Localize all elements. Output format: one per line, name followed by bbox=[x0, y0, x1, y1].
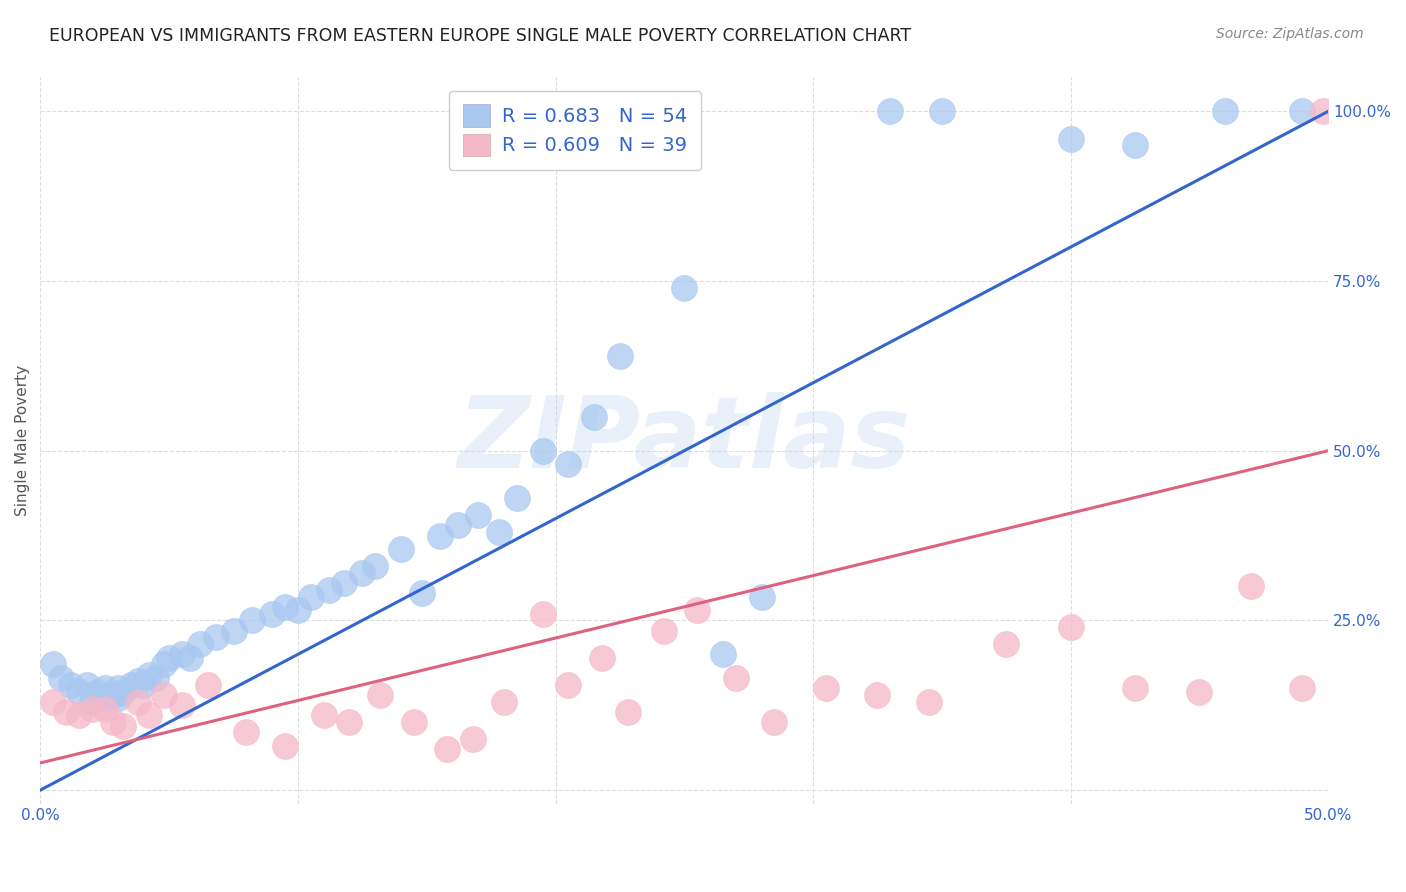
Point bbox=[274, 599, 297, 614]
Point bbox=[866, 688, 889, 702]
Point bbox=[240, 613, 263, 627]
Point bbox=[127, 674, 149, 689]
Point bbox=[931, 104, 953, 119]
Point bbox=[814, 681, 837, 696]
Point bbox=[1059, 620, 1081, 634]
Point bbox=[673, 281, 696, 295]
Point bbox=[157, 650, 180, 665]
Point bbox=[111, 718, 134, 732]
Point bbox=[751, 590, 773, 604]
Point bbox=[446, 518, 468, 533]
Point bbox=[222, 624, 245, 638]
Text: EUROPEAN VS IMMIGRANTS FROM EASTERN EUROPE SINGLE MALE POVERTY CORRELATION CHART: EUROPEAN VS IMMIGRANTS FROM EASTERN EURO… bbox=[49, 27, 911, 45]
Point bbox=[127, 695, 149, 709]
Point bbox=[80, 695, 103, 709]
Point bbox=[120, 678, 142, 692]
Point bbox=[370, 688, 392, 702]
Point bbox=[531, 607, 554, 621]
Point bbox=[318, 582, 340, 597]
Point bbox=[557, 678, 579, 692]
Point bbox=[204, 631, 226, 645]
Point bbox=[1312, 104, 1334, 119]
Point bbox=[101, 688, 124, 702]
Point bbox=[1291, 104, 1313, 119]
Point bbox=[80, 701, 103, 715]
Point bbox=[995, 637, 1018, 651]
Point bbox=[389, 542, 412, 557]
Point bbox=[616, 705, 638, 719]
Point bbox=[429, 528, 451, 542]
Point bbox=[333, 576, 356, 591]
Point bbox=[153, 688, 176, 702]
Point bbox=[1240, 579, 1263, 593]
Point bbox=[111, 684, 134, 698]
Point bbox=[179, 650, 201, 665]
Point bbox=[153, 657, 176, 672]
Point bbox=[312, 708, 335, 723]
Point bbox=[94, 681, 117, 696]
Point bbox=[652, 624, 675, 638]
Point bbox=[1123, 681, 1146, 696]
Point bbox=[188, 637, 211, 651]
Point bbox=[60, 678, 83, 692]
Point bbox=[488, 525, 510, 540]
Point bbox=[402, 715, 425, 730]
Point bbox=[686, 603, 709, 617]
Point bbox=[145, 671, 167, 685]
Point bbox=[461, 732, 484, 747]
Text: Source: ZipAtlas.com: Source: ZipAtlas.com bbox=[1216, 27, 1364, 41]
Point bbox=[531, 443, 554, 458]
Point bbox=[591, 650, 613, 665]
Point bbox=[107, 681, 129, 696]
Point bbox=[42, 657, 65, 672]
Point bbox=[101, 715, 124, 730]
Point bbox=[436, 742, 458, 756]
Point bbox=[364, 559, 387, 574]
Point bbox=[711, 648, 734, 662]
Point bbox=[411, 586, 433, 600]
Point bbox=[86, 684, 108, 698]
Point bbox=[49, 671, 72, 685]
Point bbox=[467, 508, 489, 523]
Point bbox=[1059, 131, 1081, 145]
Point bbox=[609, 349, 631, 363]
Point bbox=[506, 491, 529, 506]
Point bbox=[492, 695, 515, 709]
Point bbox=[1188, 684, 1211, 698]
Point bbox=[107, 691, 129, 706]
Point bbox=[170, 648, 193, 662]
Point bbox=[42, 695, 65, 709]
Point bbox=[352, 566, 374, 580]
Legend: R = 0.683   N = 54, R = 0.609   N = 39: R = 0.683 N = 54, R = 0.609 N = 39 bbox=[450, 91, 700, 169]
Point bbox=[299, 590, 322, 604]
Y-axis label: Single Male Poverty: Single Male Poverty bbox=[15, 365, 30, 516]
Text: ZIPatlas: ZIPatlas bbox=[458, 392, 911, 489]
Point bbox=[67, 684, 90, 698]
Point bbox=[339, 715, 361, 730]
Point bbox=[557, 457, 579, 471]
Point bbox=[94, 691, 117, 706]
Point bbox=[763, 715, 786, 730]
Point bbox=[94, 701, 117, 715]
Point bbox=[138, 708, 160, 723]
Point bbox=[138, 667, 160, 681]
Point bbox=[274, 739, 297, 753]
Point bbox=[1291, 681, 1313, 696]
Point bbox=[67, 708, 90, 723]
Point bbox=[724, 671, 747, 685]
Point bbox=[76, 678, 98, 692]
Point bbox=[170, 698, 193, 713]
Point bbox=[1123, 138, 1146, 153]
Point bbox=[132, 678, 155, 692]
Point bbox=[235, 725, 257, 739]
Point bbox=[197, 678, 219, 692]
Point bbox=[55, 705, 77, 719]
Point bbox=[287, 603, 309, 617]
Point bbox=[879, 104, 901, 119]
Point bbox=[918, 695, 941, 709]
Point bbox=[1213, 104, 1236, 119]
Point bbox=[262, 607, 284, 621]
Point bbox=[583, 409, 606, 424]
